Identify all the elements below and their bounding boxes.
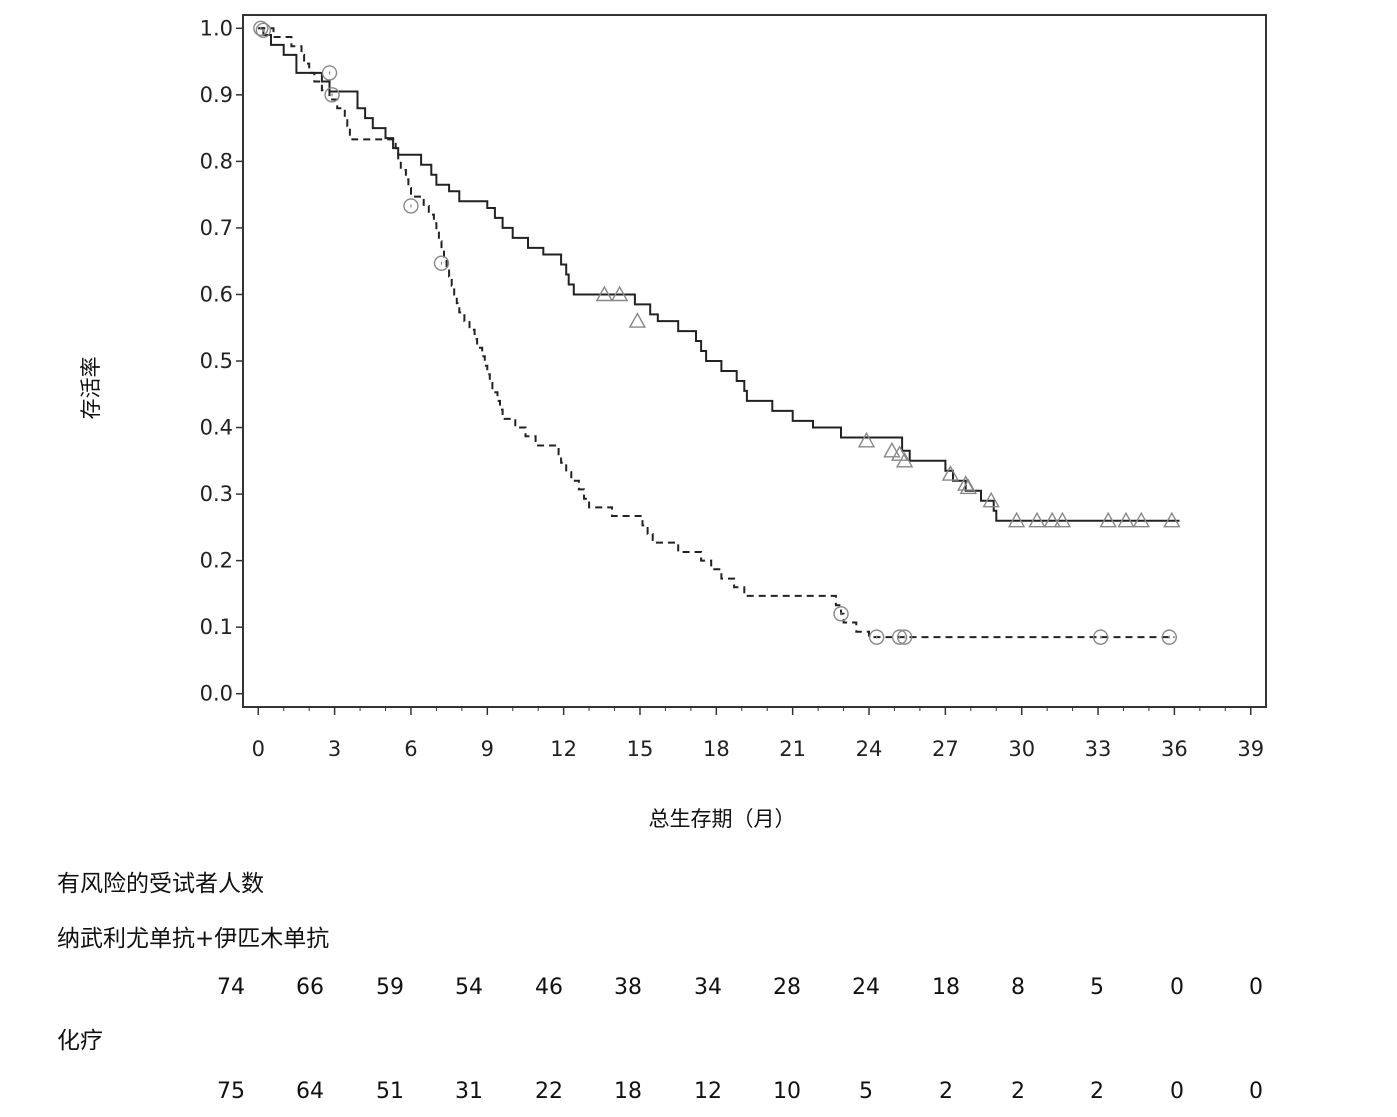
x-tick-label: 6 bbox=[404, 737, 417, 761]
x-axis-title: 总生存期（月） bbox=[649, 807, 796, 831]
censor-circle bbox=[433, 255, 450, 271]
risk-count: 5 bbox=[859, 1079, 873, 1104]
y-tick-label: 0.7 bbox=[200, 216, 233, 240]
censor-triangle bbox=[1099, 511, 1117, 528]
censor-circle bbox=[868, 629, 885, 645]
risk-count: 2 bbox=[1090, 1079, 1104, 1104]
x-tick-label: 30 bbox=[1008, 737, 1035, 761]
x-tick-label: 9 bbox=[481, 737, 494, 761]
risk-count: 2 bbox=[1011, 1079, 1025, 1104]
censor-triangle bbox=[1028, 511, 1046, 528]
risk-count: 8 bbox=[1011, 975, 1025, 1000]
censor-triangle bbox=[1053, 511, 1072, 528]
censor-triangle bbox=[890, 445, 909, 461]
risk-count: 28 bbox=[773, 975, 801, 1000]
censor-triangle bbox=[610, 285, 629, 302]
risk-count: 24 bbox=[852, 975, 880, 1000]
series-line-1 bbox=[258, 27, 1180, 522]
risk-count: 59 bbox=[376, 975, 404, 1000]
y-axis-title: 存活率 bbox=[79, 357, 103, 420]
x-tick-label: 33 bbox=[1085, 737, 1112, 761]
y-tick-label: 0.1 bbox=[200, 615, 233, 639]
risk-count: 75 bbox=[217, 1079, 245, 1104]
censor-triangle bbox=[857, 431, 876, 448]
censor-circle bbox=[833, 606, 849, 622]
censor-triangle bbox=[982, 491, 1000, 508]
y-tick-label: 0.6 bbox=[200, 282, 233, 306]
y-tick-label: 1.0 bbox=[200, 16, 233, 40]
y-tick-label: 0.4 bbox=[200, 416, 233, 440]
risk-count: 0 bbox=[1170, 1079, 1184, 1104]
censor-triangle bbox=[628, 312, 647, 328]
x-tick-label: 18 bbox=[703, 737, 730, 761]
x-tick-label: 39 bbox=[1237, 737, 1264, 761]
risk-count: 51 bbox=[376, 1079, 404, 1104]
risk-count: 46 bbox=[535, 975, 563, 1000]
censor-triangle bbox=[1043, 511, 1061, 528]
risk-count: 12 bbox=[694, 1079, 722, 1104]
risk-count: 54 bbox=[455, 975, 483, 1000]
censor-circle bbox=[253, 20, 269, 37]
risk-count: 10 bbox=[773, 1079, 801, 1104]
risk-count: 34 bbox=[694, 975, 722, 1000]
risk-count: 18 bbox=[614, 1079, 642, 1104]
x-tick-label: 21 bbox=[779, 737, 806, 761]
x-tick-label: 36 bbox=[1161, 737, 1188, 761]
y-tick-label: 0.5 bbox=[200, 349, 233, 373]
risk-count: 64 bbox=[296, 1079, 324, 1104]
risk-count: 0 bbox=[1170, 975, 1184, 1000]
risk-group-1-label: 纳武利尤单抗+伊匹木单抗 bbox=[57, 926, 330, 952]
censor-triangle bbox=[959, 478, 977, 495]
censor-circle bbox=[255, 22, 272, 39]
x-tick-label: 24 bbox=[856, 737, 883, 761]
censor-circle bbox=[321, 65, 338, 81]
censor-circle bbox=[1161, 629, 1177, 645]
risk-count: 74 bbox=[217, 975, 245, 1000]
censor-triangle bbox=[595, 285, 614, 302]
y-tick-label: 0.9 bbox=[200, 83, 233, 107]
series-layer bbox=[253, 20, 1181, 645]
x-tick-label: 27 bbox=[932, 737, 959, 761]
censor-circle bbox=[324, 87, 340, 103]
y-tick-label: 0.0 bbox=[200, 682, 233, 706]
y-tick-label: 0.3 bbox=[200, 482, 233, 506]
y-axis: 0.0 0.1 0.2 0.3 0.4 0.5 0.6 0.7 0.8 0.9 1.0 bbox=[200, 16, 243, 706]
censor-triangle bbox=[941, 465, 960, 481]
censor-circle bbox=[896, 629, 913, 645]
risk-count: 18 bbox=[932, 975, 960, 1000]
series-line-2 bbox=[258, 27, 1175, 639]
risk-count: 0 bbox=[1249, 1079, 1263, 1104]
risk-count: 5 bbox=[1090, 975, 1104, 1000]
censor-triangle bbox=[895, 451, 914, 468]
x-tick-label: 12 bbox=[550, 737, 577, 761]
censor-triangle bbox=[883, 441, 901, 458]
risk-count: 38 bbox=[614, 975, 642, 1000]
censor-triangle bbox=[1132, 511, 1150, 528]
risk-count: 66 bbox=[296, 975, 324, 1000]
x-tick-label: 0 bbox=[252, 737, 265, 761]
y-tick-label: 0.8 bbox=[200, 149, 233, 173]
censor-circle bbox=[891, 629, 908, 645]
risk-count: 2 bbox=[939, 1079, 953, 1104]
risk-count: 0 bbox=[1249, 975, 1263, 1000]
km-survival-chart: 0.00.10.20.30.40.50.60.70.80.91.0 0 3 6 9 12… bbox=[79, 14, 1267, 831]
risk-table-title: 有风险的受试者人数 bbox=[57, 871, 264, 897]
censor-triangle bbox=[1007, 511, 1026, 528]
plot-frame bbox=[242, 14, 1267, 708]
risk-count: 31 bbox=[455, 1079, 483, 1104]
x-tick-label: 3 bbox=[328, 737, 341, 761]
risk-group-2-label: 化疗 bbox=[57, 1028, 103, 1054]
censor-circle bbox=[403, 198, 419, 214]
x-tick-label: 15 bbox=[627, 737, 654, 761]
censor-triangle bbox=[1163, 511, 1181, 528]
y-tick-label: 0.2 bbox=[200, 549, 233, 573]
risk-count: 22 bbox=[535, 1079, 563, 1104]
censor-triangle bbox=[1117, 511, 1135, 528]
censor-circle bbox=[1092, 629, 1109, 645]
x-axis: 0 3 6 9 12 15 18 21 24 27 30 33 36 39 bbox=[252, 707, 1264, 761]
